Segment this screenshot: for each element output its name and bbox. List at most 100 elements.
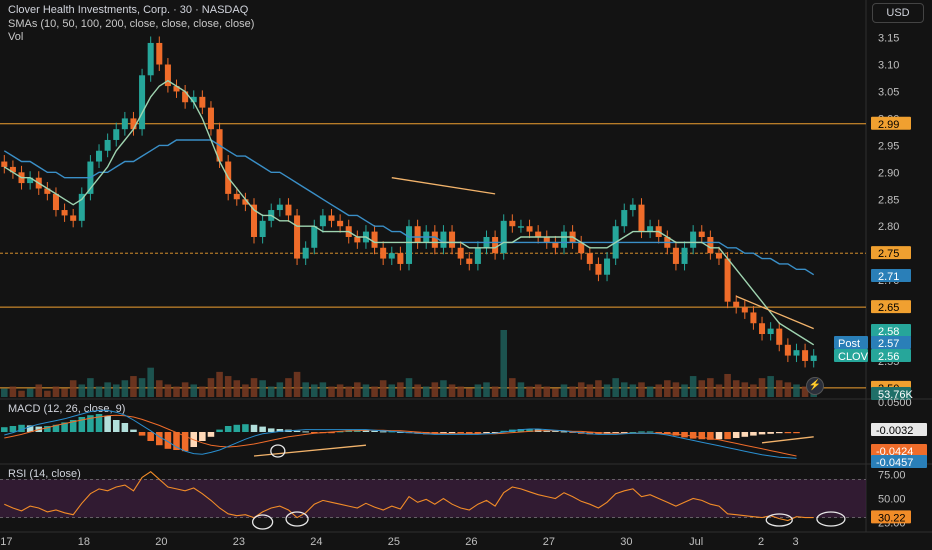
annotation-circle [270, 444, 286, 458]
volume-bar [319, 382, 327, 397]
candle [328, 215, 335, 221]
price-label-prefix-bg [834, 336, 868, 349]
candle [526, 226, 533, 232]
volume-bar [9, 386, 17, 397]
candle [784, 344, 791, 356]
macd-histogram-bar [259, 426, 266, 432]
candle [52, 193, 59, 211]
y-tick-label: 3.15 [878, 33, 899, 45]
volume-bar [95, 386, 103, 397]
volume-bar [362, 384, 370, 397]
y-tick-label: 2.90 [878, 167, 899, 179]
macd-histogram-bar [130, 429, 137, 432]
volume-bar [138, 378, 146, 397]
candle [164, 64, 171, 87]
candle [61, 210, 68, 216]
candle [466, 258, 473, 264]
macd-histogram-bar [242, 424, 249, 432]
candle [259, 220, 266, 237]
macd-histogram-bar [362, 430, 370, 432]
candle [70, 215, 77, 221]
volume-bar [422, 386, 430, 397]
candle [397, 253, 404, 264]
macd-histogram-bar [87, 415, 94, 432]
rsi-band [0, 479, 866, 518]
volume-legend[interactable]: Vol [8, 31, 24, 43]
candle [724, 258, 731, 302]
candle [388, 253, 395, 259]
volume-bar [181, 382, 189, 397]
candle [750, 312, 757, 324]
candle [182, 91, 189, 103]
macd-histogram-bar [620, 432, 628, 433]
volume-bar [216, 371, 223, 397]
candle [78, 193, 85, 221]
annotation-circle [285, 511, 309, 527]
candle [759, 323, 766, 335]
macd-histogram-bar [44, 426, 51, 432]
lightning-icon[interactable]: ⚡ [806, 377, 824, 395]
macd-histogram-bar [311, 432, 318, 433]
macd-histogram-bar [750, 432, 757, 436]
macd-histogram-bar [276, 429, 284, 432]
macd-histogram-bar [483, 432, 490, 434]
macd-histogram-bar [95, 414, 103, 432]
price-label-bg [871, 300, 911, 314]
price-label-bg [871, 387, 911, 400]
volume-bar [466, 388, 473, 397]
volume-bar [354, 382, 361, 397]
candle [27, 177, 34, 184]
volume-bar [52, 386, 60, 397]
volume-bar [672, 382, 680, 397]
annotation-circle [816, 511, 846, 527]
currency-button[interactable]: USD [872, 3, 924, 23]
macd-histogram-bar [164, 432, 172, 449]
volume-bar [199, 386, 206, 397]
x-tick-label: 26 [465, 536, 477, 548]
macd-line [4, 414, 797, 457]
candle [690, 231, 697, 248]
price-label: 53.76K [878, 389, 914, 401]
candle [810, 355, 817, 361]
candle [474, 247, 481, 264]
price-label-bg [871, 349, 911, 362]
y-tick-label: 3.05 [878, 86, 899, 98]
macd-histogram-bar [517, 429, 525, 432]
candle [147, 42, 154, 76]
volume-bar [483, 382, 490, 397]
macd-histogram-bar [775, 432, 783, 434]
price-label: 2.99 [878, 119, 899, 131]
rsi-tick-label: 50.00 [878, 493, 906, 505]
x-tick-label: 3 [792, 536, 798, 548]
volume-bar [474, 384, 482, 397]
candle [207, 107, 214, 130]
volume-bar [715, 384, 723, 397]
volume-bar [526, 386, 533, 397]
candle [578, 242, 585, 254]
sma-legend[interactable]: SMAs (10, 50, 100, 200, close, close, cl… [8, 18, 255, 30]
candle [233, 193, 240, 200]
candle [802, 350, 809, 361]
volume-bar [104, 382, 111, 397]
macd-value-label-bg [871, 455, 927, 468]
macd-histogram-bar [267, 428, 275, 432]
candle [621, 210, 628, 227]
candle [552, 242, 559, 248]
volume-bar [250, 378, 258, 397]
x-tick-label: 17 [0, 536, 12, 548]
volume-bar [431, 382, 439, 397]
macd-histogram-bar [595, 432, 602, 435]
macd-histogram-bar [69, 420, 77, 432]
macd-histogram-bar [586, 432, 594, 435]
volume-bar [267, 386, 275, 397]
price-label-prefix-bg [834, 349, 868, 362]
macd-legend: MACD (12, 26, close, 9) [8, 403, 125, 415]
volume-bar [379, 380, 387, 397]
y-tick-label: 3.10 [878, 60, 899, 72]
volume-bar [775, 380, 783, 397]
macd-histogram-bar [224, 426, 232, 432]
volume-bar [517, 382, 525, 397]
macd-value-label: -0.0457 [876, 457, 913, 469]
macd-histogram-bar [655, 432, 662, 433]
